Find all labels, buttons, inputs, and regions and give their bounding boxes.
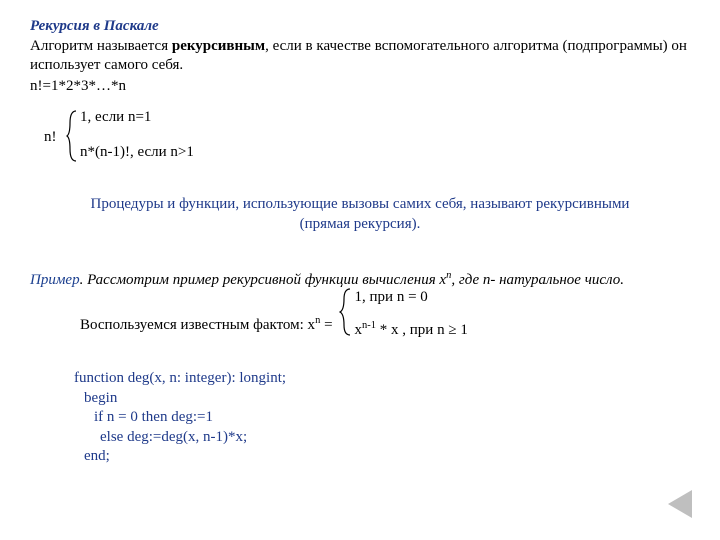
fact-brace-cases: 1, при n = 0 xn-1 * x , при n ≥ 1 xyxy=(355,289,468,339)
fact-case-2: xn-1 * x , при n ≥ 1 xyxy=(355,320,468,339)
intro-part-a: Алгоритм называется xyxy=(30,38,172,54)
brace-case-1: 1, если n=1 xyxy=(80,109,194,126)
code-line-4: else deg:=deg(x, n-1)*x; xyxy=(100,428,690,448)
note-line-2: (прямая рекурсия). xyxy=(30,215,690,235)
example-line: Пример. Рассмотрим пример рекурсивной фу… xyxy=(30,270,690,289)
fact-b2b: * x , при n ≥ 1 xyxy=(376,322,468,338)
factorial-definition: n! 1, если n=1 n*(n-1)!, если n>1 xyxy=(66,109,690,169)
slide-page: Рекурсия в Паскале Алгоритм называется р… xyxy=(0,0,720,467)
curly-brace-icon xyxy=(66,109,78,163)
curly-brace-icon xyxy=(339,287,353,337)
brace-cases: 1, если n=1 n*(n-1)!, если n>1 xyxy=(80,109,194,161)
factorial-formula: n!=1*2*3*…*n xyxy=(30,77,690,96)
fact-b2a: x xyxy=(355,322,363,338)
fact-text: Воспользуемся известным фактом: xn = xyxy=(80,315,333,334)
fact-eq: = xyxy=(320,317,332,333)
example-body-1: . Рассмотрим пример рекурсивной функции … xyxy=(80,272,447,288)
slide-title: Рекурсия в Паскале xyxy=(30,18,690,35)
brace-label: n! xyxy=(44,129,57,146)
code-line-1: function deg(x, n: integer): longint; xyxy=(74,369,690,389)
example-head: Пример xyxy=(30,272,80,288)
fact-text-1: Воспользуемся известным фактом: x xyxy=(80,317,315,333)
fact-case-1: 1, при n = 0 xyxy=(355,289,468,306)
code-line-3: if n = 0 then deg:=1 xyxy=(94,408,690,428)
code-block: function deg(x, n: integer): longint; be… xyxy=(74,369,690,467)
prev-arrow-button[interactable] xyxy=(668,490,692,518)
code-line-5: end; xyxy=(84,447,690,467)
intro-paragraph: Алгоритм называется рекурсивным, если в … xyxy=(30,37,690,75)
fact-b2sup: n-1 xyxy=(362,320,376,331)
known-fact-row: Воспользуемся известным фактом: xn = 1, … xyxy=(80,299,690,349)
code-line-2: begin xyxy=(84,389,690,409)
recursion-note: Процедуры и функции, использующие вызовы… xyxy=(30,195,690,234)
note-line-1: Процедуры и функции, использующие вызовы… xyxy=(30,195,690,215)
intro-bold: рекурсивным xyxy=(172,38,265,54)
example-body-2: , где n- натуральное число. xyxy=(451,272,624,288)
brace-case-2: n*(n-1)!, если n>1 xyxy=(80,144,194,161)
